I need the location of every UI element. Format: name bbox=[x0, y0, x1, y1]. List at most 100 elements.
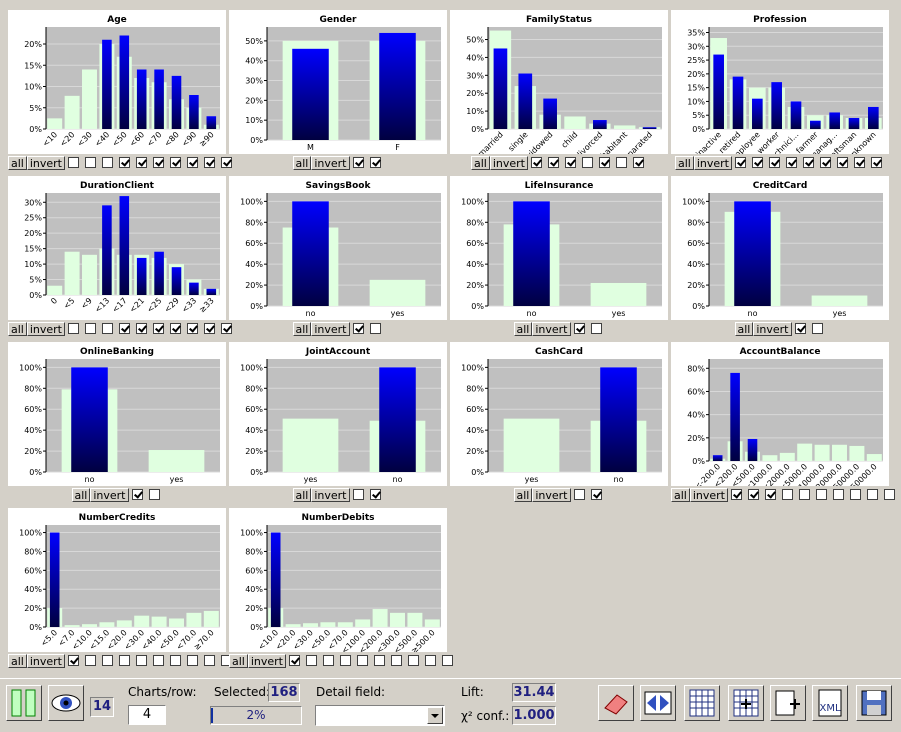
category-checkbox[interactable] bbox=[85, 655, 96, 666]
category-checkbox[interactable] bbox=[352, 323, 364, 334]
invert-button[interactable]: invert bbox=[532, 322, 571, 336]
category-checkbox[interactable] bbox=[119, 655, 130, 666]
category-checkbox[interactable] bbox=[136, 655, 147, 666]
category-checkbox[interactable] bbox=[187, 323, 198, 334]
category-checkbox[interactable] bbox=[531, 157, 542, 168]
category-checkbox[interactable] bbox=[102, 655, 113, 666]
category-checkbox[interactable] bbox=[369, 323, 381, 334]
category-checkbox[interactable] bbox=[221, 157, 232, 168]
category-checkbox[interactable] bbox=[599, 157, 610, 168]
category-checkbox[interactable] bbox=[786, 157, 797, 168]
category-checkbox[interactable] bbox=[68, 157, 79, 168]
category-checkbox[interactable] bbox=[391, 655, 402, 666]
category-checkbox[interactable] bbox=[323, 655, 334, 666]
category-checkbox[interactable] bbox=[136, 157, 147, 168]
category-checkbox[interactable] bbox=[119, 157, 130, 168]
save-button[interactable] bbox=[856, 685, 892, 721]
all-button[interactable]: all bbox=[513, 322, 533, 336]
category-checkbox[interactable] bbox=[565, 157, 576, 168]
category-checkbox[interactable] bbox=[204, 157, 215, 168]
category-checkbox[interactable] bbox=[204, 323, 215, 334]
all-button[interactable]: all bbox=[8, 654, 27, 668]
table-button[interactable] bbox=[684, 685, 720, 721]
category-checkbox[interactable] bbox=[769, 157, 780, 168]
category-checkbox[interactable] bbox=[782, 489, 793, 500]
category-checkbox[interactable] bbox=[153, 655, 164, 666]
all-button[interactable]: all bbox=[471, 156, 490, 170]
category-checkbox[interactable] bbox=[352, 489, 364, 500]
category-checkbox[interactable] bbox=[352, 157, 364, 168]
category-checkbox[interactable] bbox=[811, 323, 823, 334]
category-checkbox[interactable] bbox=[820, 157, 831, 168]
invert-button[interactable]: invert bbox=[26, 156, 65, 170]
category-checkbox[interactable] bbox=[442, 655, 453, 666]
category-checkbox[interactable] bbox=[85, 323, 96, 334]
category-checkbox[interactable] bbox=[170, 157, 181, 168]
category-checkbox[interactable] bbox=[854, 157, 865, 168]
category-checkbox[interactable] bbox=[850, 489, 861, 500]
all-button[interactable]: all bbox=[292, 488, 312, 502]
category-checkbox[interactable] bbox=[357, 655, 368, 666]
category-checkbox[interactable] bbox=[794, 323, 806, 334]
all-button[interactable]: all bbox=[671, 488, 690, 502]
category-checkbox[interactable] bbox=[573, 323, 585, 334]
all-button[interactable]: all bbox=[513, 488, 533, 502]
category-checkbox[interactable] bbox=[616, 157, 627, 168]
category-checkbox[interactable] bbox=[867, 489, 878, 500]
category-checkbox[interactable] bbox=[633, 157, 644, 168]
category-checkbox[interactable] bbox=[148, 489, 160, 500]
category-checkbox[interactable] bbox=[833, 489, 844, 500]
invert-button[interactable]: invert bbox=[311, 156, 350, 170]
category-checkbox[interactable] bbox=[408, 655, 419, 666]
invert-button[interactable]: invert bbox=[689, 488, 728, 502]
category-checkbox[interactable] bbox=[289, 655, 300, 666]
xml-button[interactable]: XML bbox=[812, 685, 848, 721]
category-checkbox[interactable] bbox=[170, 323, 181, 334]
invert-button[interactable]: invert bbox=[311, 322, 350, 336]
category-checkbox[interactable] bbox=[153, 323, 164, 334]
charts-per-row-input[interactable]: 4 bbox=[128, 705, 166, 725]
swap-button[interactable] bbox=[640, 685, 676, 721]
all-button[interactable]: all bbox=[8, 156, 27, 170]
category-checkbox[interactable] bbox=[131, 489, 143, 500]
all-button[interactable]: all bbox=[229, 654, 248, 668]
dropdown-arrow[interactable] bbox=[427, 707, 443, 724]
category-checkbox[interactable] bbox=[573, 489, 585, 500]
category-checkbox[interactable] bbox=[590, 323, 602, 334]
category-checkbox[interactable] bbox=[425, 655, 436, 666]
all-button[interactable]: all bbox=[292, 322, 312, 336]
category-checkbox[interactable] bbox=[68, 655, 79, 666]
detail-field-select[interactable] bbox=[315, 705, 445, 726]
all-button[interactable]: all bbox=[734, 322, 754, 336]
category-checkbox[interactable] bbox=[204, 655, 215, 666]
all-button[interactable]: all bbox=[8, 322, 27, 336]
category-checkbox[interactable] bbox=[582, 157, 593, 168]
invert-button[interactable]: invert bbox=[247, 654, 286, 668]
invert-button[interactable]: invert bbox=[26, 654, 65, 668]
invert-button[interactable]: invert bbox=[489, 156, 528, 170]
category-checkbox[interactable] bbox=[590, 489, 602, 500]
category-checkbox[interactable] bbox=[765, 489, 776, 500]
category-checkbox[interactable] bbox=[752, 157, 763, 168]
category-checkbox[interactable] bbox=[374, 655, 385, 666]
category-checkbox[interactable] bbox=[68, 323, 79, 334]
category-checkbox[interactable] bbox=[803, 157, 814, 168]
eye-button[interactable] bbox=[48, 685, 84, 721]
category-checkbox[interactable] bbox=[799, 489, 810, 500]
category-checkbox[interactable] bbox=[548, 157, 559, 168]
category-checkbox[interactable] bbox=[221, 323, 232, 334]
eraser-button[interactable] bbox=[598, 685, 634, 721]
category-checkbox[interactable] bbox=[136, 323, 147, 334]
category-checkbox[interactable] bbox=[85, 157, 96, 168]
category-checkbox[interactable] bbox=[102, 157, 113, 168]
invert-button[interactable]: invert bbox=[26, 322, 65, 336]
category-checkbox[interactable] bbox=[170, 655, 181, 666]
category-checkbox[interactable] bbox=[837, 157, 848, 168]
category-checkbox[interactable] bbox=[306, 655, 317, 666]
add-field-button[interactable] bbox=[770, 685, 806, 721]
category-checkbox[interactable] bbox=[884, 489, 895, 500]
category-checkbox[interactable] bbox=[816, 489, 827, 500]
all-button[interactable]: all bbox=[675, 156, 694, 170]
category-checkbox[interactable] bbox=[735, 157, 746, 168]
all-button[interactable]: all bbox=[71, 488, 91, 502]
